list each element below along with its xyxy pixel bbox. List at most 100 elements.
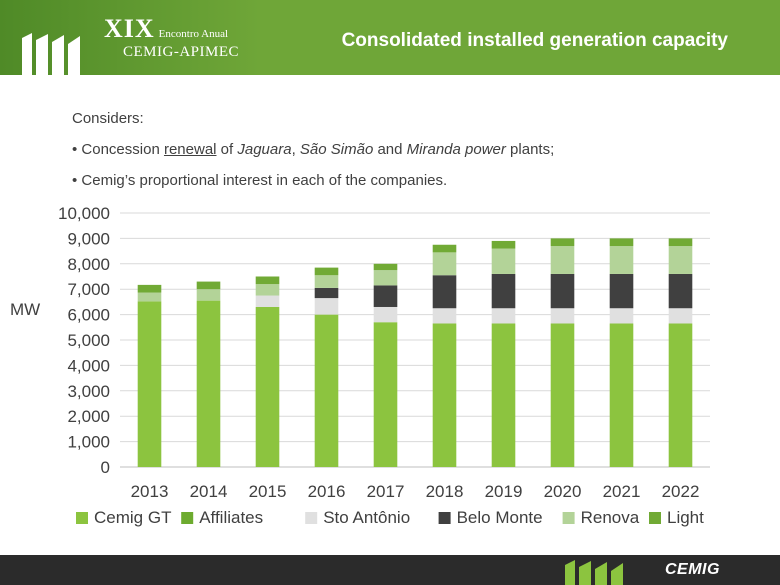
chart-legend: Cemig GT Affiliates Sto Antônio Belo Monte R… bbox=[76, 508, 704, 527]
bar-segment bbox=[550, 273, 575, 309]
bar-segment bbox=[668, 323, 693, 467]
bar-segment bbox=[609, 238, 634, 247]
plant-jaguara: Jaguara bbox=[237, 141, 292, 158]
notes-bullet-interest: • Cemig’s proportional interest in each … bbox=[72, 172, 448, 189]
bar-segment bbox=[432, 275, 457, 309]
bar-segment bbox=[432, 244, 457, 253]
y-tick-label: 5,000 bbox=[67, 331, 110, 350]
bullet1-underlined: renewal bbox=[163, 141, 217, 158]
bullet1-suffix: plants; bbox=[505, 141, 555, 158]
cemig-mark-icon bbox=[565, 560, 623, 585]
bar-segment bbox=[137, 301, 162, 467]
bar-segment bbox=[668, 246, 693, 274]
plant-sao-simao: São Simão bbox=[299, 141, 374, 158]
bar-segment bbox=[314, 275, 339, 288]
y-tick-label: 7,000 bbox=[67, 280, 110, 299]
bar-segment bbox=[550, 308, 575, 324]
legend-label: Light bbox=[667, 508, 704, 527]
chart-bars bbox=[137, 238, 693, 467]
bar-segment bbox=[668, 273, 693, 309]
bar-segment bbox=[373, 285, 398, 307]
y-tick-label: 9,000 bbox=[67, 229, 110, 248]
y-tick-label: 1,000 bbox=[67, 433, 110, 452]
x-tick-label: 2018 bbox=[426, 482, 464, 501]
event-number: XIX bbox=[104, 14, 155, 43]
bullet1-mid1: of bbox=[216, 141, 238, 158]
footer-brand: CEMIG bbox=[665, 561, 720, 578]
plant-miranda: Miranda power bbox=[406, 141, 506, 158]
bullet1-prefix: • Concession bbox=[72, 141, 164, 158]
x-tick-label: 2013 bbox=[131, 482, 169, 501]
bar-segment bbox=[373, 270, 398, 286]
x-tick-label: 2016 bbox=[308, 482, 346, 501]
x-tick-label: 2022 bbox=[662, 482, 700, 501]
bar-segment bbox=[432, 252, 457, 276]
bar-segment bbox=[432, 308, 457, 324]
notes-bullet-renewal: • Concession renewal of Jaguara, São Sim… bbox=[72, 141, 554, 158]
notes-heading: Considers: bbox=[72, 110, 144, 127]
bar-segment bbox=[196, 300, 221, 467]
header-banner: XIX Encontro Anual CEMIG-APIMEC Consolida… bbox=[0, 0, 780, 75]
x-tick-label: 2015 bbox=[249, 482, 287, 501]
bullet1-mid2: and bbox=[373, 141, 407, 158]
bar-segment bbox=[550, 246, 575, 274]
bar-segment bbox=[668, 308, 693, 324]
y-tick-label: 8,000 bbox=[67, 255, 110, 274]
bar-segment bbox=[314, 314, 339, 467]
legend-label: Belo Monte bbox=[457, 508, 543, 527]
legend-swatch bbox=[305, 512, 318, 524]
legend-swatch bbox=[562, 512, 575, 524]
bar-segment bbox=[255, 276, 280, 285]
bar-segment bbox=[609, 246, 634, 274]
event-logo-icon bbox=[22, 33, 80, 75]
x-tick-label: 2017 bbox=[367, 482, 405, 501]
bar-segment bbox=[491, 273, 516, 309]
event-name: CEMIG-APIMEC bbox=[123, 44, 240, 60]
bar-segment bbox=[668, 238, 693, 247]
y-axis-ticks: 0 1,000 2,000 3,000 4,000 5,000 6,000 7,000 8,00… bbox=[58, 204, 110, 477]
bar-segment bbox=[255, 306, 280, 467]
bar-segment bbox=[491, 240, 516, 249]
bar-segment bbox=[314, 298, 339, 315]
legend-swatch bbox=[438, 512, 451, 524]
bullet1-sep1: , bbox=[291, 141, 300, 158]
y-tick-label: 0 bbox=[101, 458, 110, 477]
bar-segment bbox=[373, 322, 398, 467]
bar-segment bbox=[196, 281, 221, 290]
x-tick-label: 2014 bbox=[190, 482, 228, 501]
event-title: XIX Encontro Anual bbox=[104, 14, 228, 44]
x-tick-label: 2019 bbox=[485, 482, 523, 501]
bar-segment bbox=[491, 248, 516, 274]
bar-segment bbox=[255, 284, 280, 296]
x-tick-label: 2021 bbox=[603, 482, 641, 501]
legend-label: Cemig GT bbox=[94, 508, 171, 527]
y-tick-label: 2,000 bbox=[67, 407, 110, 426]
legend-swatch bbox=[181, 512, 194, 524]
y-tick-label: 3,000 bbox=[67, 382, 110, 401]
y-axis-label: MW bbox=[10, 300, 40, 319]
bar-segment bbox=[609, 308, 634, 324]
x-axis-ticks: 2013 2014 2015 2016 2017 2018 2019 2020 2021 2022 bbox=[131, 482, 700, 501]
bar-segment bbox=[255, 295, 280, 307]
y-tick-label: 10,000 bbox=[58, 204, 110, 223]
bar-segment bbox=[137, 292, 162, 302]
y-tick-label: 4,000 bbox=[67, 356, 110, 375]
legend-swatch bbox=[649, 512, 661, 524]
bar-segment bbox=[137, 284, 162, 293]
bar-segment bbox=[609, 273, 634, 309]
legend-label: Renova bbox=[581, 508, 640, 527]
event-subtitle: Encontro Anual bbox=[158, 28, 229, 40]
slide-title: Consolidated installed generation capaci… bbox=[341, 30, 728, 51]
bar-segment bbox=[314, 287, 339, 299]
bar-segment bbox=[550, 238, 575, 247]
legend-swatch bbox=[76, 512, 88, 524]
bar-segment bbox=[491, 323, 516, 467]
bar-segment bbox=[373, 306, 398, 323]
bar-segment bbox=[432, 323, 457, 467]
bar-segment bbox=[491, 308, 516, 324]
footer-bar: CEMIG bbox=[0, 555, 780, 585]
legend-label: Affiliates bbox=[199, 508, 263, 527]
capacity-chart: 0 1,000 2,000 3,000 4,000 5,000 6,000 7,000 8,00… bbox=[10, 204, 710, 527]
y-tick-label: 6,000 bbox=[67, 306, 110, 325]
legend-label: Sto Antônio bbox=[323, 508, 410, 527]
